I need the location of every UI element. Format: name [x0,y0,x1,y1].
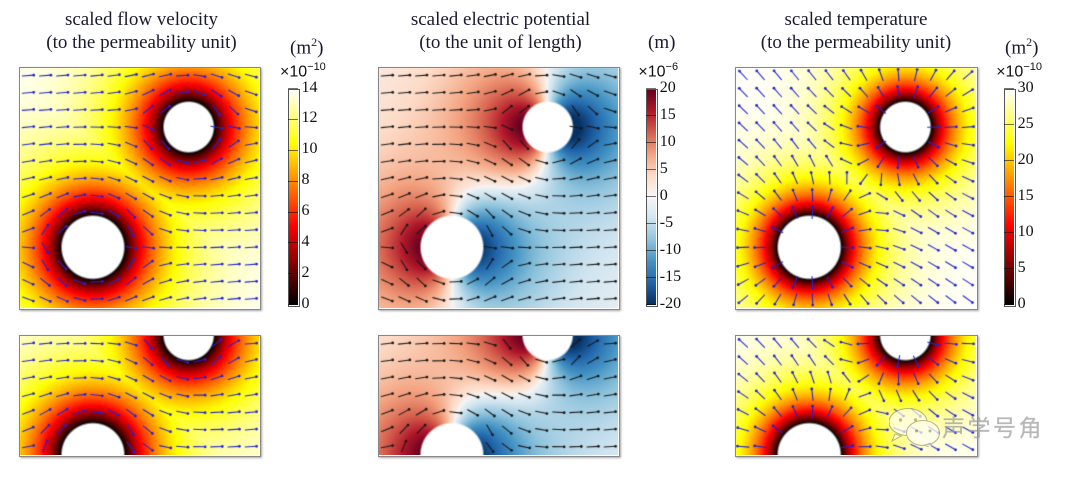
svg-text:声学号角: 声学号角 [942,415,1044,441]
